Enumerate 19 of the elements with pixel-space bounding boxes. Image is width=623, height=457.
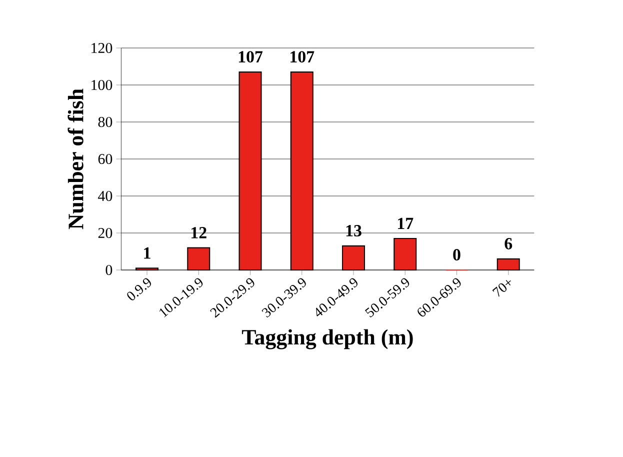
x-tick-label: 70+ xyxy=(492,280,511,297)
y-tick-label: 60 xyxy=(98,154,112,164)
y-tick-label: 120 xyxy=(92,42,112,54)
data-label: 6 xyxy=(504,238,512,250)
x-axis-title: Tagging depth (m) xyxy=(242,329,413,350)
y-tick-label: 0 xyxy=(106,264,112,276)
data-label: 13 xyxy=(346,225,362,236)
data-label: 17 xyxy=(398,218,414,230)
y-tick-label: 80 xyxy=(98,116,112,128)
data-label: 1 xyxy=(144,247,150,259)
y-tick-label: 20 xyxy=(98,228,112,238)
data-label: 0 xyxy=(453,249,460,260)
data-label: 107 xyxy=(290,51,314,63)
data-label: 12 xyxy=(192,227,206,238)
y-tick-label: 40 xyxy=(98,190,112,202)
y-tick-label: 100 xyxy=(92,80,112,90)
y-axis-title: Number of fish xyxy=(68,88,84,230)
x-tick-label: 0.9.9 xyxy=(127,278,151,300)
data-label: 107 xyxy=(238,51,263,63)
